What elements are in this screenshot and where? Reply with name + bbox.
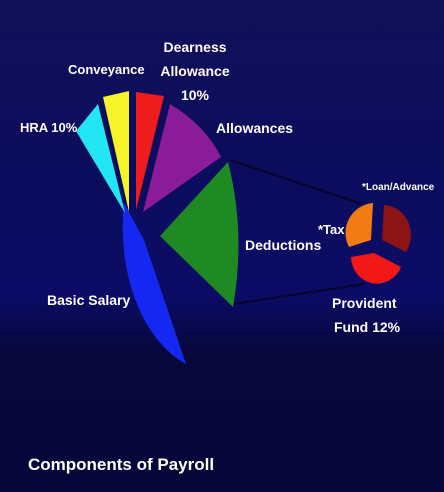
label-loan-advance: *Loan/Advance	[362, 182, 435, 193]
pie-slice-basic-salary	[122, 203, 186, 364]
label-dearness-line2: Allowance	[160, 63, 229, 79]
pie-slice-dearness-allowance	[136, 92, 164, 210]
label-deductions: Deductions	[245, 237, 321, 253]
pie-slice-allowances	[143, 104, 221, 212]
pie-slice-conveyance	[103, 91, 129, 212]
label-conveyance: Conveyance	[68, 62, 145, 77]
pie-slice-hra	[76, 104, 125, 213]
label-pf-line2: Fund 12%	[334, 319, 401, 335]
label-allowances: Allowances	[216, 120, 293, 136]
breakdown-slice-provident-fund	[351, 253, 401, 284]
label-dearness-line3: 10%	[181, 87, 210, 103]
label-pf-line1: Provident	[332, 295, 397, 311]
breakdown-slice-tax	[345, 203, 373, 247]
breakdown-slice-loan-advance	[382, 205, 411, 252]
chart-title: Components of Payroll	[28, 455, 214, 474]
connector-bottom	[233, 283, 365, 305]
label-dearness-line1: Dearness	[163, 39, 226, 55]
connector-top	[229, 159, 363, 205]
label-basic-salary: Basic Salary	[47, 292, 130, 308]
pie-slice-deductions	[160, 162, 239, 307]
label-hra: HRA 10%	[20, 120, 78, 135]
label-tax: *Tax	[318, 222, 345, 237]
